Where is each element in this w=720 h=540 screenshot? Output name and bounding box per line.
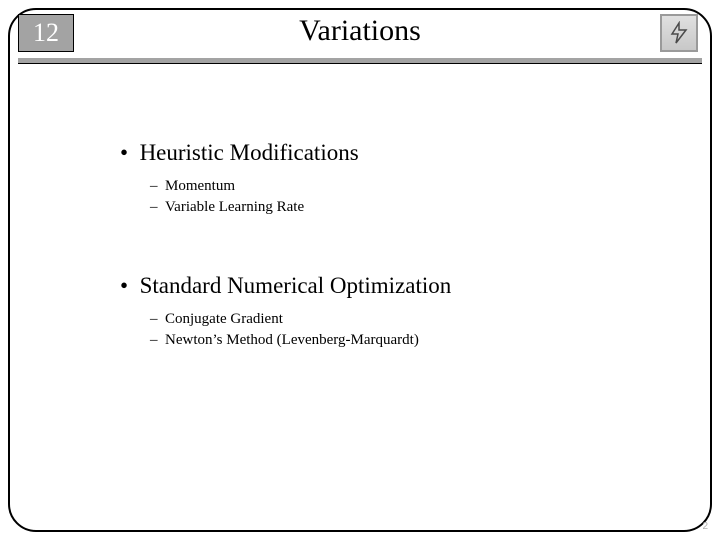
placeholder-icon	[660, 14, 698, 52]
bullet-main: • Heuristic Modifications	[120, 140, 680, 166]
bullet-sub: – Conjugate Gradient	[150, 309, 680, 330]
bullet-sub: – Newton’s Method (Levenberg-Marquardt)	[150, 330, 680, 351]
page-title: Variations	[0, 14, 720, 48]
sub-label: Newton’s Method (Levenberg-Marquardt)	[165, 332, 419, 348]
bullet-sub: – Momentum	[150, 176, 680, 197]
sub-list: – Momentum – Variable Learning Rate	[150, 176, 680, 218]
title-divider	[18, 58, 702, 64]
bullet-char: •	[120, 140, 128, 165]
sub-label: Momentum	[165, 178, 235, 194]
lightning-icon	[667, 21, 691, 45]
dash-char: –	[150, 332, 158, 348]
dash-char: –	[150, 199, 158, 215]
page-number: 2	[702, 521, 708, 532]
dash-char: –	[150, 311, 158, 327]
sub-label: Variable Learning Rate	[165, 199, 304, 215]
content-area: • Heuristic Modifications – Momentum – V…	[120, 140, 680, 406]
bullet-label: Heuristic Modifications	[140, 140, 359, 165]
sub-label: Conjugate Gradient	[165, 311, 283, 327]
bullet-sub: – Variable Learning Rate	[150, 197, 680, 218]
bullet-char: •	[120, 273, 128, 298]
bullet-main: • Standard Numerical Optimization	[120, 273, 680, 299]
sub-list: – Conjugate Gradient – Newton’s Method (…	[150, 309, 680, 351]
bullet-label: Standard Numerical Optimization	[140, 273, 452, 298]
dash-char: –	[150, 178, 158, 194]
